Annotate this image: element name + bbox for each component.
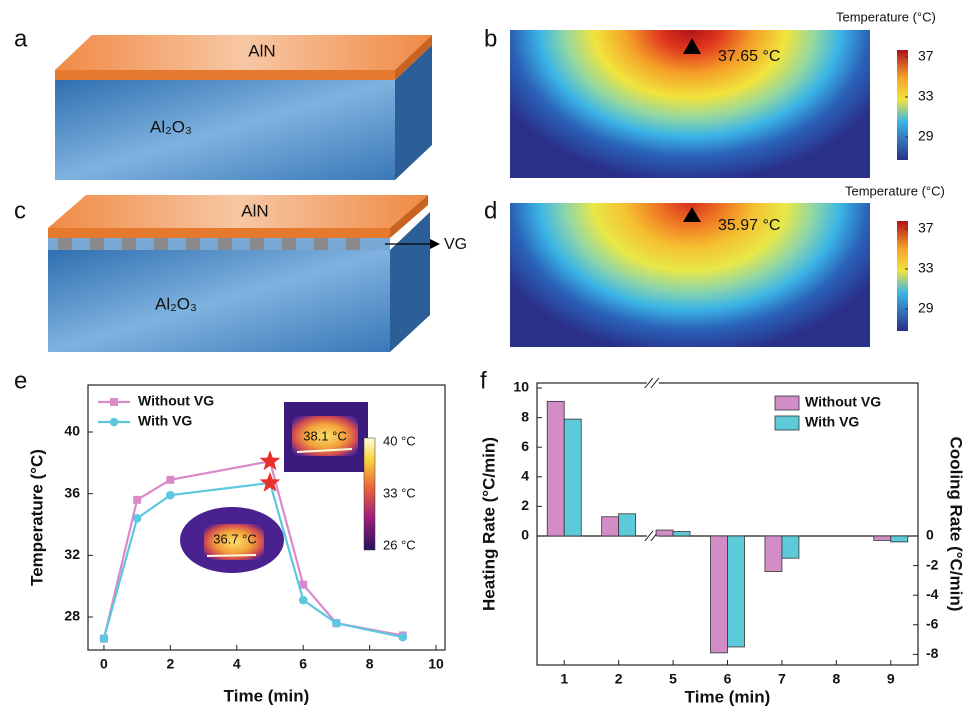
x-tick-label: 9 bbox=[887, 671, 895, 687]
colorbar-tick-label: 37 bbox=[918, 48, 934, 64]
point bbox=[166, 491, 175, 500]
bar bbox=[547, 401, 564, 536]
layer-label: Al₂O₃ bbox=[150, 117, 192, 136]
figure: a b c d e f AlN Al₂O₃ AlN Al₂O₃ VG 37.65… bbox=[0, 0, 971, 715]
colorbar-tick-label: 33 bbox=[918, 88, 934, 104]
layer-label: Al₂O₃ bbox=[155, 294, 197, 313]
bar bbox=[782, 536, 799, 558]
inset-colorbar-label: 40 °C bbox=[383, 433, 416, 448]
bar bbox=[619, 514, 636, 536]
bar bbox=[728, 536, 745, 647]
y-tick-label: 10 bbox=[513, 379, 529, 395]
colorbar bbox=[897, 50, 908, 160]
x-tick-label: 5 bbox=[669, 671, 677, 687]
inset-colorbar bbox=[364, 438, 375, 550]
layer-label: AlN bbox=[248, 41, 275, 60]
x-tick-label: 2 bbox=[166, 656, 174, 672]
bar bbox=[656, 530, 673, 536]
layer-label: VG bbox=[444, 236, 467, 253]
legend-label: Without VG bbox=[805, 394, 881, 410]
x-tick-label: 6 bbox=[724, 671, 732, 687]
colorbar-tick-label: 33 bbox=[918, 260, 934, 276]
y2-tick-label: -6 bbox=[926, 615, 939, 631]
panel-label: c bbox=[14, 197, 26, 224]
legend-label: With VG bbox=[805, 414, 859, 430]
point bbox=[332, 619, 341, 628]
y-axis-title: Temperature (°C) bbox=[27, 449, 46, 586]
bar bbox=[602, 517, 619, 536]
point bbox=[299, 596, 308, 605]
y-tick-label: 32 bbox=[64, 546, 80, 562]
point bbox=[399, 633, 408, 642]
legend-marker bbox=[110, 398, 118, 406]
x-tick-label: 8 bbox=[832, 671, 840, 687]
legend-label: Without VG bbox=[138, 393, 214, 409]
y-tick-label: 8 bbox=[521, 408, 529, 424]
y-tick-label: 36 bbox=[64, 484, 80, 500]
panel-label: d bbox=[484, 197, 497, 224]
marker-label: 35.97 °C bbox=[718, 217, 780, 234]
y2-tick-label: -4 bbox=[926, 586, 939, 602]
heatmap bbox=[510, 203, 870, 347]
legend-label: With VG bbox=[138, 413, 192, 429]
y-tick-label: 0 bbox=[521, 527, 529, 543]
inset-label: 38.1 °C bbox=[303, 428, 347, 443]
bar bbox=[874, 536, 891, 540]
colorbar-title: Temperature (°C) bbox=[836, 9, 936, 24]
x-tick-label: 8 bbox=[366, 656, 374, 672]
colorbar-tick-label: 37 bbox=[918, 220, 934, 236]
inset-colorbar-label: 26 °C bbox=[383, 537, 416, 552]
y2-axis-title: Cooling Rate (°C/min) bbox=[947, 437, 966, 612]
point bbox=[166, 476, 174, 484]
y-axis-title: Heating Rate (°C/min) bbox=[479, 437, 498, 611]
diagram-a bbox=[55, 35, 432, 180]
bar bbox=[673, 532, 690, 536]
colorbar-tick-label: 29 bbox=[918, 128, 934, 144]
layer-label: AlN bbox=[241, 201, 268, 220]
peak-marker bbox=[260, 450, 281, 470]
y2-tick-label: -2 bbox=[926, 556, 939, 572]
y-tick-label: 28 bbox=[64, 608, 80, 624]
x-tick-label: 6 bbox=[299, 656, 307, 672]
x-tick-label: 2 bbox=[615, 671, 623, 687]
thermal-strip bbox=[207, 555, 256, 556]
x-tick-label: 0 bbox=[100, 656, 108, 672]
panel-label: b bbox=[484, 25, 497, 52]
bar bbox=[564, 419, 581, 536]
legend-marker bbox=[110, 418, 119, 427]
colorbar-title: Temperature (°C) bbox=[845, 183, 945, 198]
x-tick-label: 10 bbox=[428, 656, 444, 672]
x-axis-title: Time (min) bbox=[224, 686, 310, 705]
inset-label: 36.7 °C bbox=[213, 531, 257, 546]
colorbar-tick-label: 29 bbox=[918, 300, 934, 316]
panel-label: e bbox=[14, 367, 27, 394]
panel-label: f bbox=[480, 367, 487, 394]
y-tick-label: 2 bbox=[521, 497, 529, 513]
legend-swatch bbox=[775, 416, 799, 430]
y-tick-label: 6 bbox=[521, 438, 529, 454]
bar bbox=[891, 536, 908, 542]
inset-colorbar-label: 33 °C bbox=[383, 485, 416, 500]
y-tick-label: 40 bbox=[64, 423, 80, 439]
x-tick-label: 7 bbox=[778, 671, 786, 687]
point bbox=[133, 514, 142, 523]
bar bbox=[765, 536, 782, 572]
y-tick-label: 4 bbox=[521, 468, 529, 484]
colorbar bbox=[897, 221, 908, 331]
point bbox=[100, 634, 109, 643]
legend-swatch bbox=[775, 396, 799, 410]
bar bbox=[711, 536, 728, 653]
y2-tick-label: -8 bbox=[926, 645, 939, 661]
panel-label: a bbox=[14, 25, 28, 52]
marker-label: 37.65 °C bbox=[718, 48, 780, 65]
x-tick-label: 4 bbox=[233, 656, 241, 672]
x-tick-label: 1 bbox=[560, 671, 568, 687]
x-axis-title: Time (min) bbox=[685, 687, 771, 706]
y2-tick-label: 0 bbox=[926, 527, 934, 543]
point bbox=[133, 496, 141, 504]
